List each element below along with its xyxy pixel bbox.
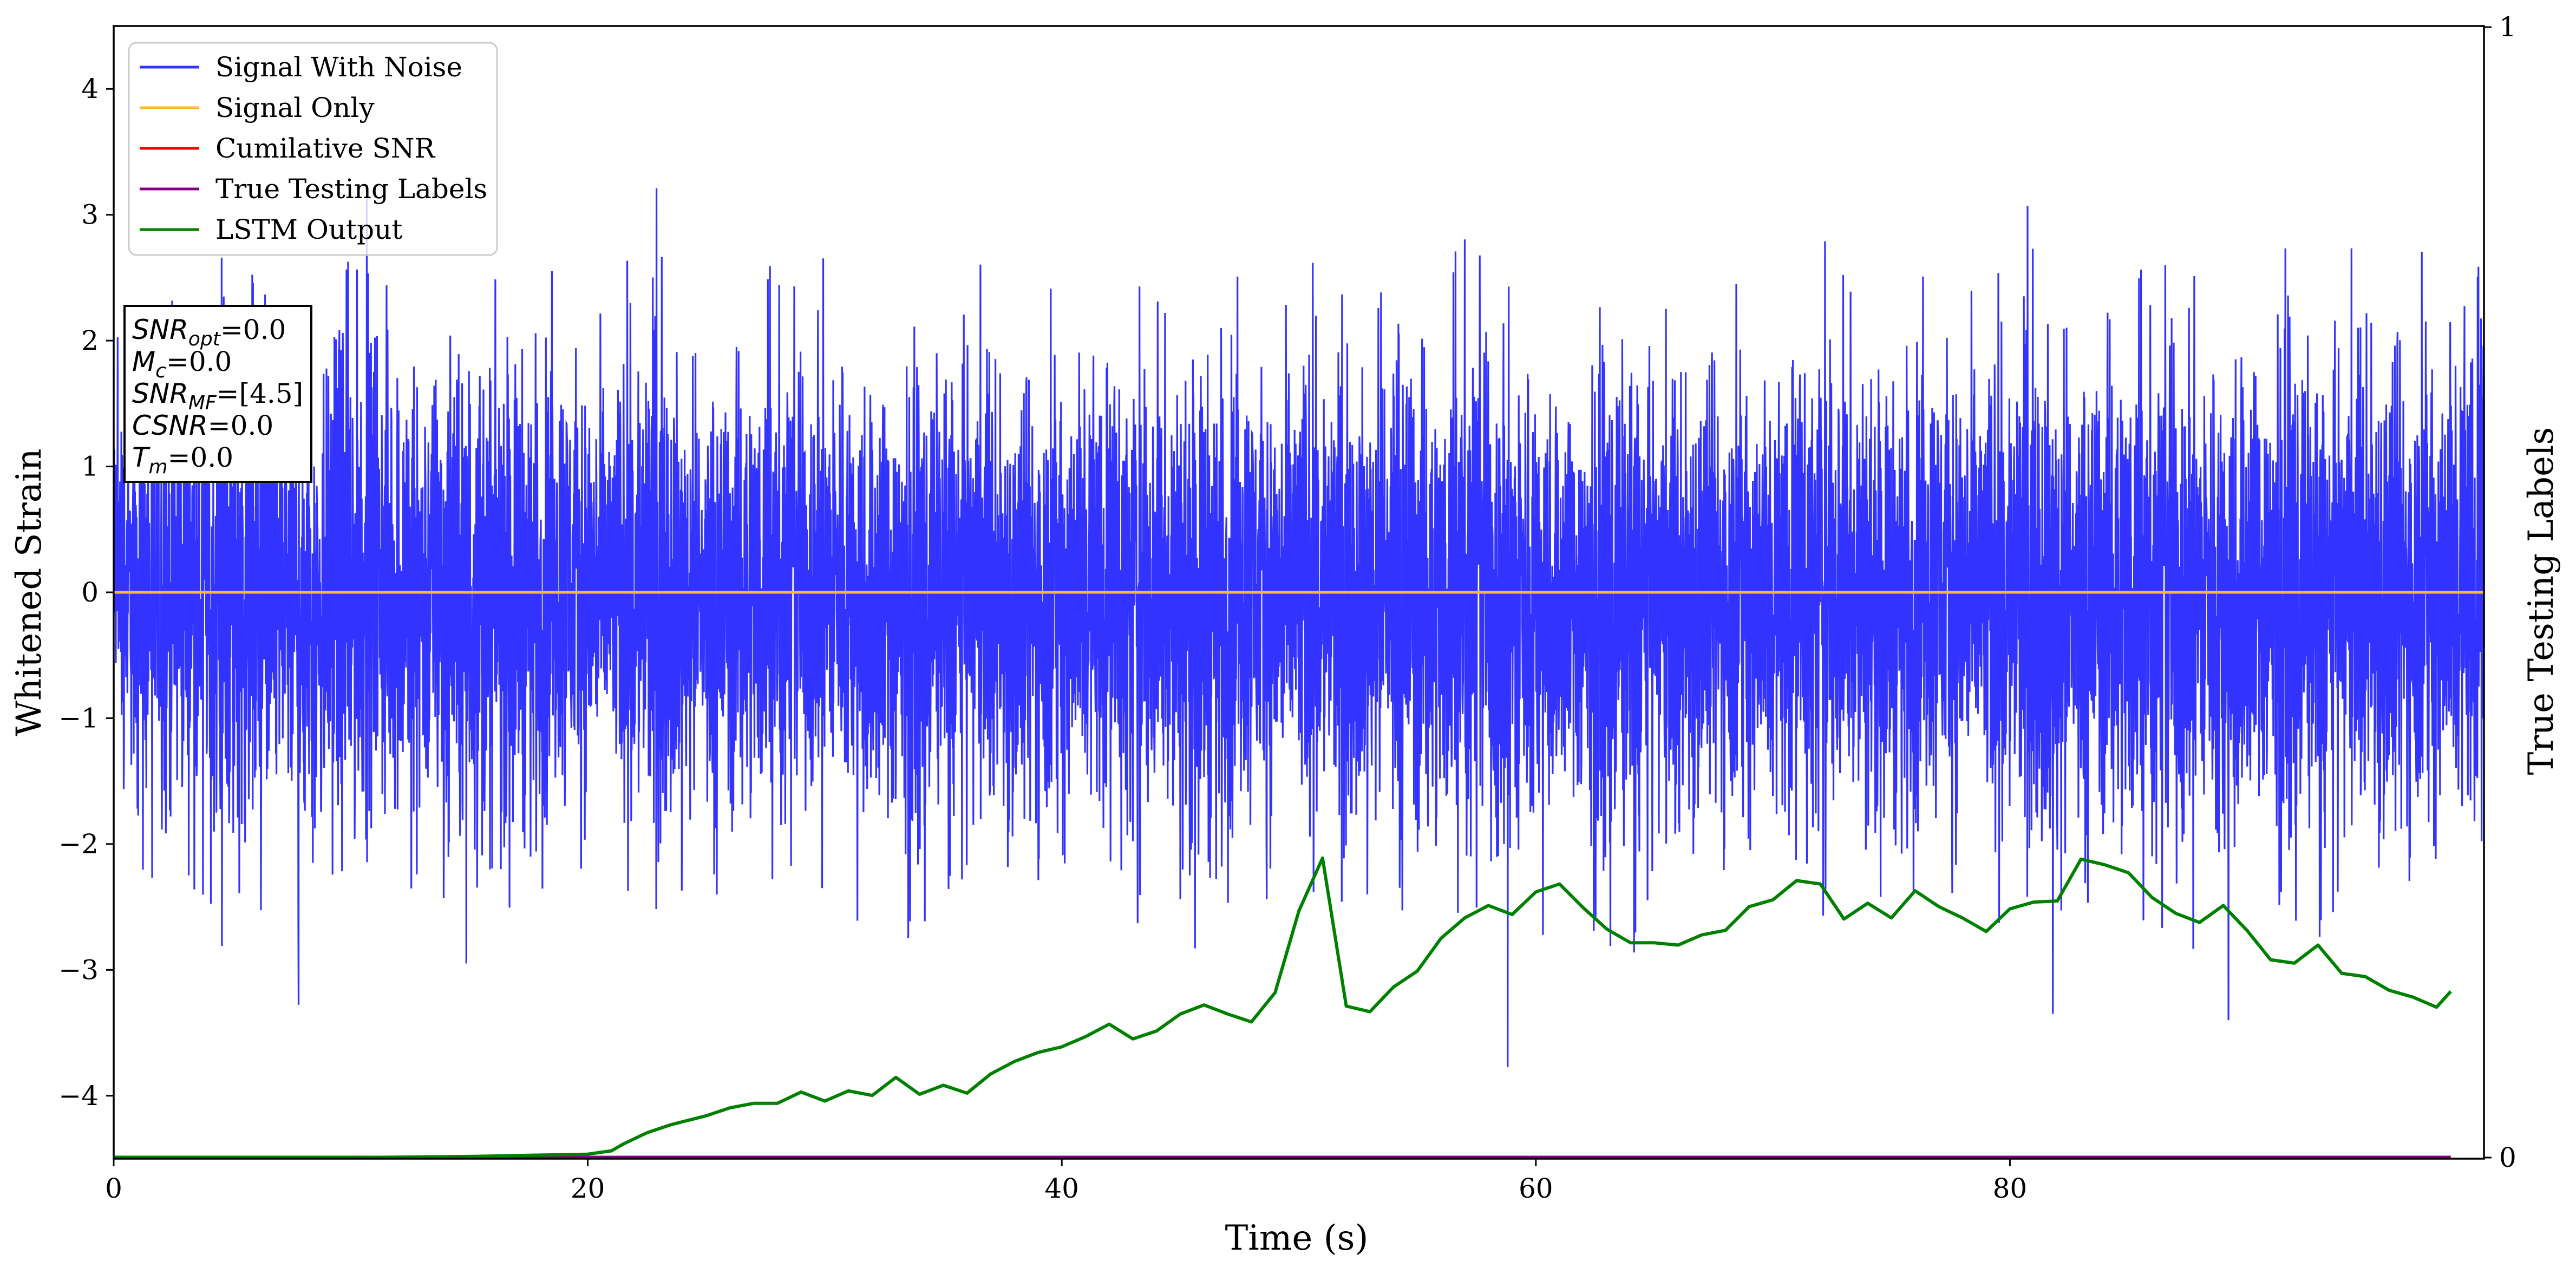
legend-label: Signal Only <box>215 92 375 123</box>
legend-label: Cumilative SNR <box>215 133 435 164</box>
legend: Signal With Noise Signal Only Cumilative S… <box>128 42 498 256</box>
annotation-box <box>123 305 312 483</box>
x-tick-label: 80 <box>1993 1173 2028 1204</box>
series-lstm-output <box>114 856 2452 1159</box>
x-axis-label: Time (s) <box>1225 1218 1369 1258</box>
annotation-line: SNRMF=[4.5] <box>132 378 303 414</box>
y-axis-label: Whitened Strain <box>9 448 49 736</box>
y-tick-label: 4 <box>81 73 99 104</box>
annotation-line: SNRopt=0.0 <box>132 314 286 350</box>
y2-axis-label: True Testing Labels <box>2521 427 2561 775</box>
legend-box <box>128 42 498 256</box>
y2-tick-label: 1 <box>2499 11 2516 43</box>
annotation-line: Tm=0.0 <box>132 442 233 478</box>
annotation-line: Mc=0.0 <box>132 346 232 382</box>
y-tick-label: −3 <box>58 954 99 985</box>
x-tick-label: 40 <box>1044 1173 1079 1204</box>
x-tick-label: 60 <box>1519 1173 1553 1204</box>
x-axis: 0 20 40 60 80 <box>105 1159 2027 1204</box>
y-axis-right: 01 <box>2484 11 2516 1173</box>
series-layer <box>114 188 2484 1159</box>
legend-label: True Testing Labels <box>215 173 487 205</box>
x-tick-label: 0 <box>105 1173 122 1204</box>
y2-tick-label: 0 <box>2499 1142 2516 1173</box>
series-signal-with-noise <box>114 188 2484 1068</box>
legend-label: Signal With Noise <box>215 51 462 83</box>
y-tick-label: 1 <box>81 451 99 482</box>
legend-label: LSTM Output <box>215 214 402 245</box>
parameter-annotation: SNRopt=0.0Mc=0.0SNRMF=[4.5]CSNR=0.0Tm=0.… <box>123 305 312 483</box>
y-tick-label: 2 <box>81 325 99 356</box>
y-tick-label: 3 <box>81 199 99 231</box>
annotation-line: CSNR=0.0 <box>132 410 273 441</box>
y-tick-label: 0 <box>81 577 99 608</box>
x-tick-label: 20 <box>571 1173 605 1204</box>
y-tick-label: −4 <box>58 1080 99 1112</box>
y-axis-left: −4 −3 −2 −1 0 1 2 3 4 <box>58 73 114 1112</box>
y-tick-label: −2 <box>58 828 99 860</box>
y-tick-label: −1 <box>58 702 99 734</box>
